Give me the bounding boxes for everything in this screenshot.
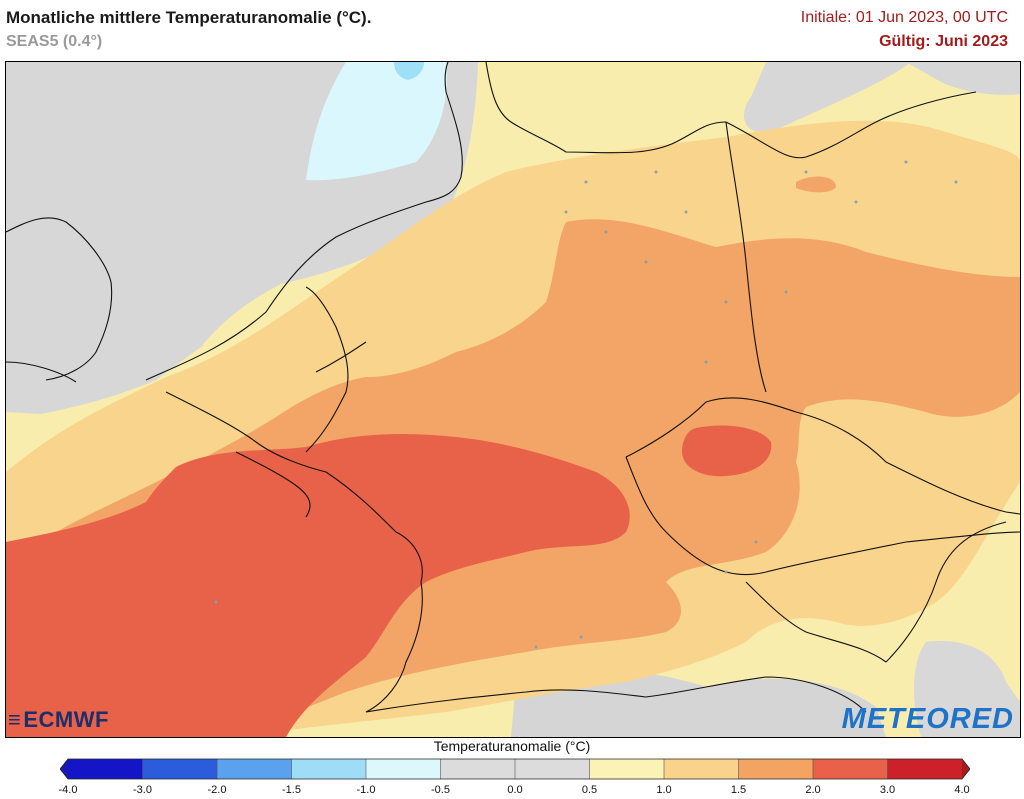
anomaly-zone-neg-1.5-neg-1.0 (394, 62, 424, 80)
colorbar-tick-label: -0.5 (431, 784, 450, 796)
colorbar-segment (738, 759, 814, 779)
colorbar-arrow-low (60, 759, 68, 779)
colorbar-tick-label: 1.5 (730, 784, 747, 796)
map-canvas (6, 62, 1020, 737)
ecmwf-logo: ≡ ECMWF (8, 707, 109, 733)
ecmwf-symbol-icon: ≡ (8, 707, 22, 732)
map-title: Monatliche mittlere Temperaturanomalie (… (6, 8, 372, 27)
colorbar-segment (217, 759, 292, 779)
alps-grey-area (511, 669, 886, 737)
colorbar-tick-label: -2.0 (207, 784, 227, 796)
ireland-grey-area (906, 62, 1020, 95)
colorbar-segment (142, 759, 218, 779)
colorbar-title: Temperaturanomalie (°C) (433, 738, 591, 754)
colorbar-tick-label: -4.0 (58, 784, 78, 796)
colorbar (60, 758, 970, 780)
anomaly-zone-2.0-3.0 (6, 434, 630, 737)
colorbar-segment (440, 759, 516, 779)
colorbar-arrow-high (962, 759, 970, 779)
colorbar-segment (664, 759, 739, 779)
border-lines (6, 62, 1020, 713)
anomaly-map (5, 61, 1021, 738)
baltic-grey-area (743, 62, 911, 133)
meteored-logo: METEORED (841, 703, 1014, 735)
lake-markers (214, 160, 958, 649)
colorbar-tick-label: 3.0 (879, 784, 896, 796)
colorbar-segment (291, 759, 367, 779)
colorbar-tick-label: 0.5 (581, 784, 598, 796)
colorbar-segment (589, 759, 665, 779)
colorbar-segment (887, 759, 963, 779)
colorbar-tick-label: 4.0 (954, 784, 970, 796)
colorbar-tick-label: 0.0 (507, 784, 523, 796)
colorbar-segment (366, 759, 441, 779)
anomaly-zone-1.5-2.0-east (796, 176, 836, 193)
colorbar-outline (60, 758, 970, 780)
colorbar-segment (515, 759, 590, 779)
colorbar-segment (68, 759, 143, 779)
colorbar-tick-label: -1.5 (282, 784, 301, 796)
initial-time: Initiale: 01 Jun 2023, 00 UTC (800, 9, 1008, 26)
model-label: SEAS5 (0.4°) (6, 33, 103, 50)
southeast-grey-area (914, 641, 1020, 737)
valid-period: Gültig: Juni 2023 (879, 33, 1008, 50)
colorbar-tick-label: 2.0 (805, 784, 821, 796)
anomaly-zone-2.0-3.0-czech (681, 425, 772, 477)
colorbar-tick-label: -3.0 (133, 784, 152, 796)
anomaly-zone-neg-1.0-neg-0.5 (306, 62, 447, 181)
ecmwf-logo-text: ECMWF (23, 707, 109, 732)
colorbar-tick-label: -1.0 (356, 784, 376, 796)
colorbar-tick-label: 1.0 (656, 784, 672, 796)
colorbar-segment (813, 759, 888, 779)
